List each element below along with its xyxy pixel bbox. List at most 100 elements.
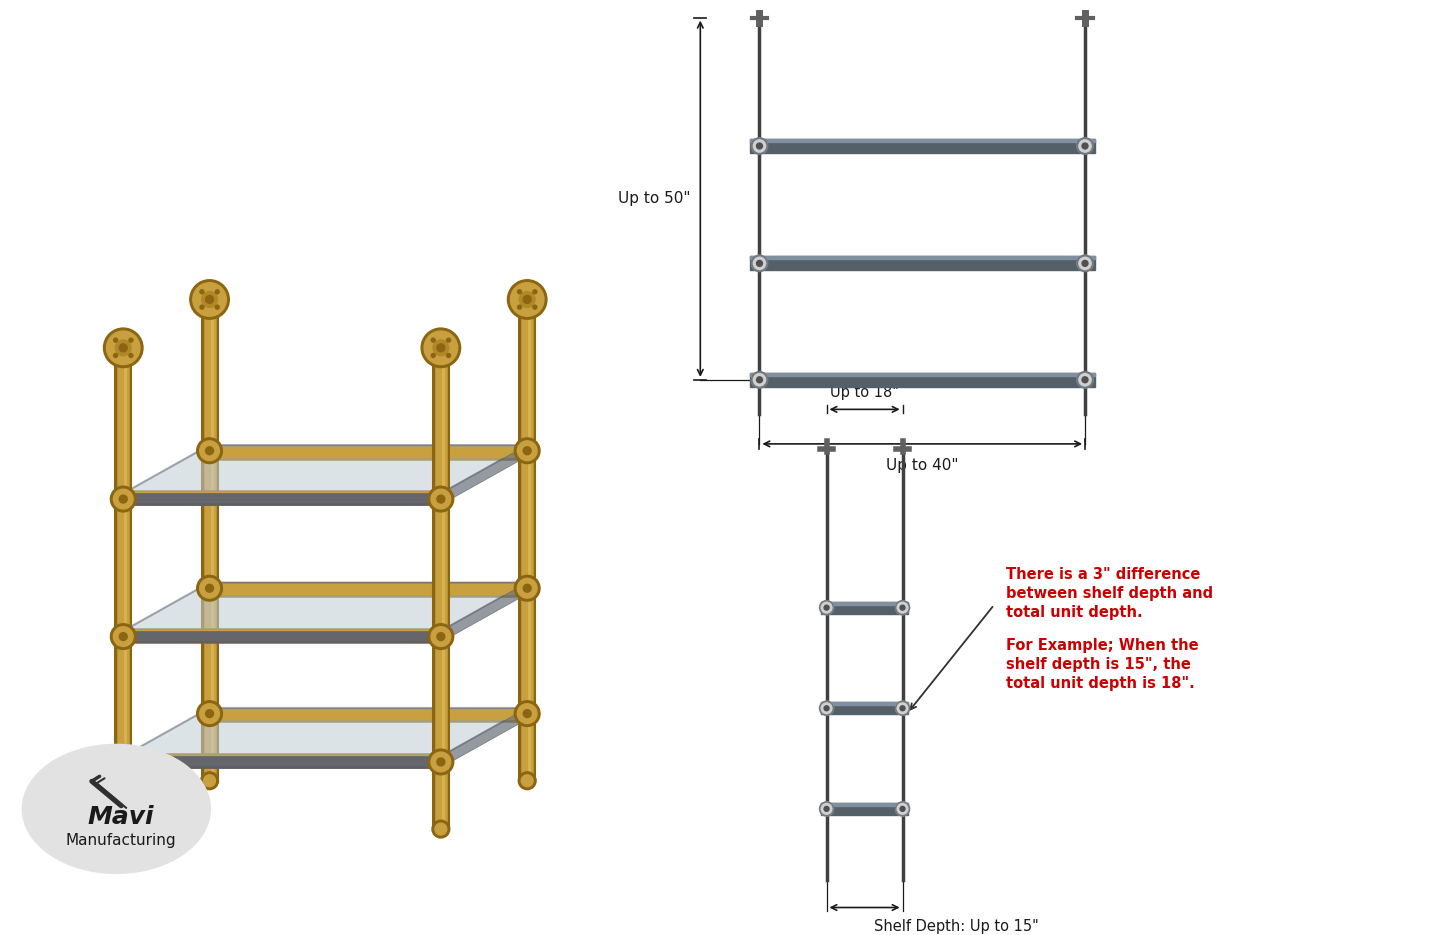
Text: between shelf depth and: between shelf depth and [1006,586,1214,601]
Circle shape [189,280,230,319]
Circle shape [1082,261,1088,266]
Circle shape [523,710,532,717]
Circle shape [447,338,451,342]
Circle shape [205,447,214,454]
Text: total unit depth.: total unit depth. [1006,605,1143,620]
Polygon shape [123,445,527,494]
Polygon shape [123,756,441,768]
Circle shape [435,823,447,835]
Circle shape [432,820,449,838]
Bar [750,373,1095,376]
Bar [821,602,909,605]
Circle shape [428,749,454,775]
Circle shape [215,305,220,309]
Circle shape [514,438,540,464]
Bar [750,139,1095,142]
Circle shape [819,802,834,815]
Text: total unit depth is 18".: total unit depth is 18". [1006,676,1195,691]
Circle shape [517,290,522,294]
Circle shape [436,633,445,640]
Polygon shape [441,708,527,768]
Circle shape [824,706,829,711]
Circle shape [436,344,445,352]
Text: Up to 50": Up to 50" [618,192,691,207]
Circle shape [751,372,767,388]
Circle shape [428,624,454,650]
Circle shape [199,290,204,294]
Bar [821,803,909,806]
Circle shape [447,353,451,357]
Circle shape [522,775,533,786]
Polygon shape [441,445,527,505]
Circle shape [819,701,834,715]
Circle shape [120,344,127,352]
Circle shape [104,328,143,367]
Circle shape [896,600,909,614]
Polygon shape [123,708,527,756]
Circle shape [110,624,136,650]
Circle shape [1077,138,1092,154]
Circle shape [199,305,204,309]
Circle shape [215,290,220,294]
Ellipse shape [23,745,210,873]
Circle shape [533,305,538,309]
Bar [750,256,1095,259]
Circle shape [202,292,217,308]
Circle shape [514,701,540,726]
Circle shape [197,438,223,464]
Circle shape [204,775,215,786]
Bar [750,373,1095,387]
Bar [821,602,909,613]
Circle shape [436,496,445,503]
Circle shape [436,758,445,766]
Circle shape [428,486,454,511]
Text: Up to 18": Up to 18" [829,385,899,400]
Circle shape [129,353,133,357]
Circle shape [199,704,220,724]
Circle shape [523,295,532,304]
Circle shape [1077,372,1092,388]
Circle shape [113,626,133,646]
Polygon shape [123,494,441,505]
Circle shape [510,282,543,316]
Circle shape [114,338,117,342]
Circle shape [900,605,905,611]
Circle shape [757,377,763,382]
Circle shape [197,701,223,726]
Circle shape [120,496,127,503]
Circle shape [117,823,129,835]
Bar [821,803,909,814]
Bar [750,256,1095,270]
Circle shape [113,752,133,771]
Circle shape [517,305,522,309]
Circle shape [900,706,905,711]
Circle shape [896,701,909,715]
Circle shape [431,353,435,357]
Text: Up to 40": Up to 40" [886,458,958,473]
Circle shape [751,138,767,154]
Circle shape [420,328,461,367]
Circle shape [129,338,133,342]
Polygon shape [441,583,527,642]
Circle shape [201,772,218,790]
Bar [750,139,1095,153]
Circle shape [757,143,763,149]
Circle shape [517,579,538,598]
Circle shape [431,626,451,646]
Circle shape [114,820,131,838]
Text: Shelf Depth: Up to 15": Shelf Depth: Up to 15" [874,919,1039,934]
Circle shape [517,704,538,724]
Circle shape [1082,143,1088,149]
Circle shape [533,290,538,294]
Circle shape [431,338,435,342]
Circle shape [824,806,829,812]
Bar [821,702,909,705]
Circle shape [523,447,532,454]
Polygon shape [123,583,527,631]
Circle shape [205,295,214,304]
Circle shape [1082,377,1088,382]
Circle shape [192,282,227,316]
Circle shape [199,441,220,461]
Circle shape [120,758,127,766]
Circle shape [120,633,127,640]
